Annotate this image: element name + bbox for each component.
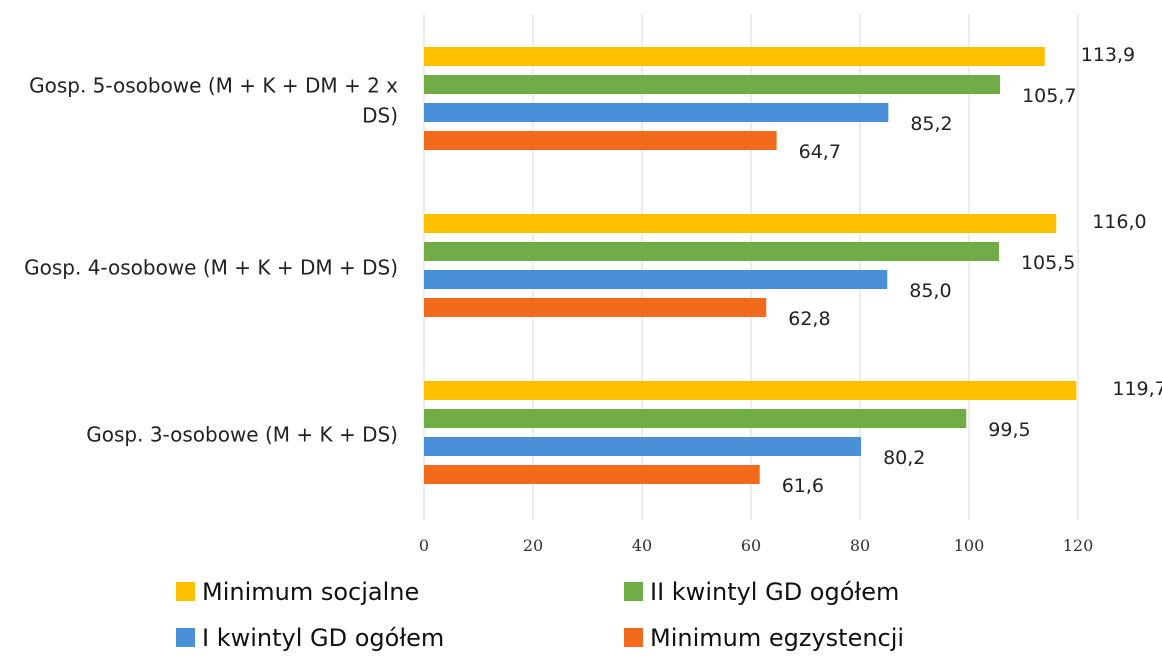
bar-2-3 (424, 270, 888, 289)
gridlines (423, 14, 1079, 520)
category-label-2: Gosp. 4-osobowe (M + K + DM + DS) (24, 256, 398, 280)
legend-label-1: Minimum socjalne (202, 578, 419, 606)
x-tick-label-20: 20 (523, 536, 543, 555)
data-label-2-1: 116,0 (1092, 211, 1146, 233)
data-label-1-2: 105,7 (1022, 85, 1076, 107)
bar-3-4 (424, 465, 760, 484)
legend-swatch-2 (624, 582, 643, 601)
x-tick-label-80: 80 (850, 536, 870, 555)
legend-label-4: Minimum egzystencji (650, 624, 904, 652)
bar-2-1 (424, 214, 1057, 233)
bar-3-1 (424, 381, 1077, 400)
legend-label-2: II kwintyl GD ogółem (650, 578, 899, 606)
category-label-1-line-1: Gosp. 5-osobowe (M + K + DM + 2 x (29, 74, 398, 98)
legend-swatch-1 (176, 582, 195, 601)
x-axis-ticks: 0 20 40 60 80 100 120 (419, 536, 1093, 555)
bar-2-4 (424, 298, 767, 317)
category-label-3: Gosp. 3-osobowe (M + K + DS) (86, 423, 398, 447)
data-label-2-3: 85,0 (909, 280, 951, 302)
data-label-3-1: 119,7 (1112, 378, 1162, 400)
category-label-1-line-2: DS) (362, 104, 398, 128)
x-tick-label-120: 120 (1063, 536, 1094, 555)
bar-3-2 (424, 409, 967, 428)
legend-swatch-4 (624, 628, 643, 647)
legend: Minimum socjalne II kwintyl GD ogółem I kw… (176, 578, 904, 652)
data-label-1-4: 64,7 (799, 141, 841, 163)
bar-3-3 (424, 437, 862, 456)
data-label-3-4: 61,6 (782, 475, 824, 497)
bar-1-4 (424, 131, 777, 150)
data-label-1-3: 85,2 (910, 113, 952, 135)
bar-1-2 (424, 75, 1001, 94)
bar-2-2 (424, 242, 999, 261)
category-labels: Gosp. 5-osobowe (M + K + DM + 2 x DS) Gosp… (24, 74, 398, 447)
legend-label-3: I kwintyl GD ogółem (202, 624, 444, 652)
data-label-2-4: 62,8 (788, 308, 830, 330)
data-label-2-2: 105,5 (1021, 252, 1075, 274)
legend-swatch-3 (176, 628, 195, 647)
x-tick-label-0: 0 (419, 536, 429, 555)
data-label-1-1: 113,9 (1081, 44, 1135, 66)
x-tick-label-60: 60 (741, 536, 761, 555)
bars (424, 47, 1077, 484)
x-tick-label-100: 100 (954, 536, 985, 555)
bar-1-3 (424, 103, 889, 122)
x-tick-label-40: 40 (632, 536, 652, 555)
bar-1-1 (424, 47, 1045, 66)
data-label-3-3: 80,2 (883, 447, 925, 469)
data-label-3-2: 99,5 (988, 419, 1030, 441)
